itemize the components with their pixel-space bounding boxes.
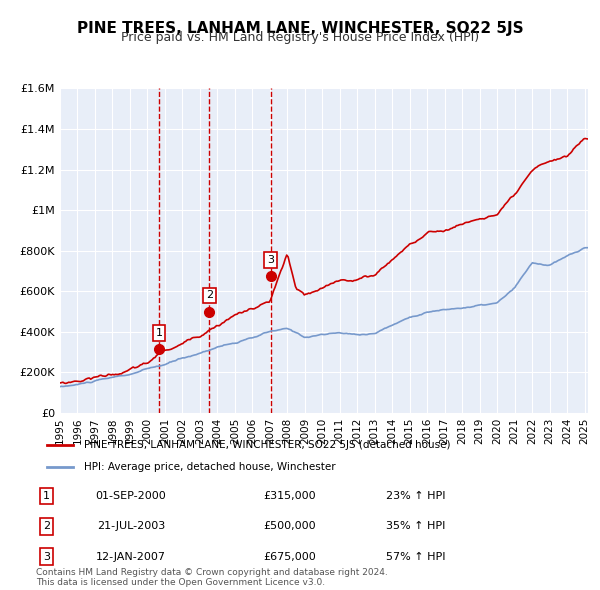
- Text: £500,000: £500,000: [263, 522, 316, 531]
- Text: PINE TREES, LANHAM LANE, WINCHESTER, SO22 5JS: PINE TREES, LANHAM LANE, WINCHESTER, SO2…: [77, 21, 523, 35]
- Text: 01-SEP-2000: 01-SEP-2000: [95, 491, 166, 501]
- Text: HPI: Average price, detached house, Winchester: HPI: Average price, detached house, Winc…: [83, 462, 335, 472]
- Text: 2: 2: [206, 290, 213, 300]
- Text: 3: 3: [43, 552, 50, 562]
- Text: Contains HM Land Registry data © Crown copyright and database right 2024.
This d: Contains HM Land Registry data © Crown c…: [36, 568, 388, 587]
- Text: PINE TREES, LANHAM LANE, WINCHESTER, SO22 5JS (detached house): PINE TREES, LANHAM LANE, WINCHESTER, SO2…: [83, 440, 450, 450]
- Text: 1: 1: [155, 328, 163, 338]
- Text: 57% ↑ HPI: 57% ↑ HPI: [386, 552, 446, 562]
- Text: 35% ↑ HPI: 35% ↑ HPI: [386, 522, 446, 531]
- Text: 21-JUL-2003: 21-JUL-2003: [97, 522, 165, 531]
- Text: 2: 2: [43, 522, 50, 531]
- Text: £675,000: £675,000: [263, 552, 316, 562]
- Text: 23% ↑ HPI: 23% ↑ HPI: [386, 491, 446, 501]
- Text: 3: 3: [267, 255, 274, 265]
- Text: 12-JAN-2007: 12-JAN-2007: [96, 552, 166, 562]
- Text: Price paid vs. HM Land Registry's House Price Index (HPI): Price paid vs. HM Land Registry's House …: [121, 31, 479, 44]
- Text: £315,000: £315,000: [263, 491, 316, 501]
- Text: 1: 1: [43, 491, 50, 501]
